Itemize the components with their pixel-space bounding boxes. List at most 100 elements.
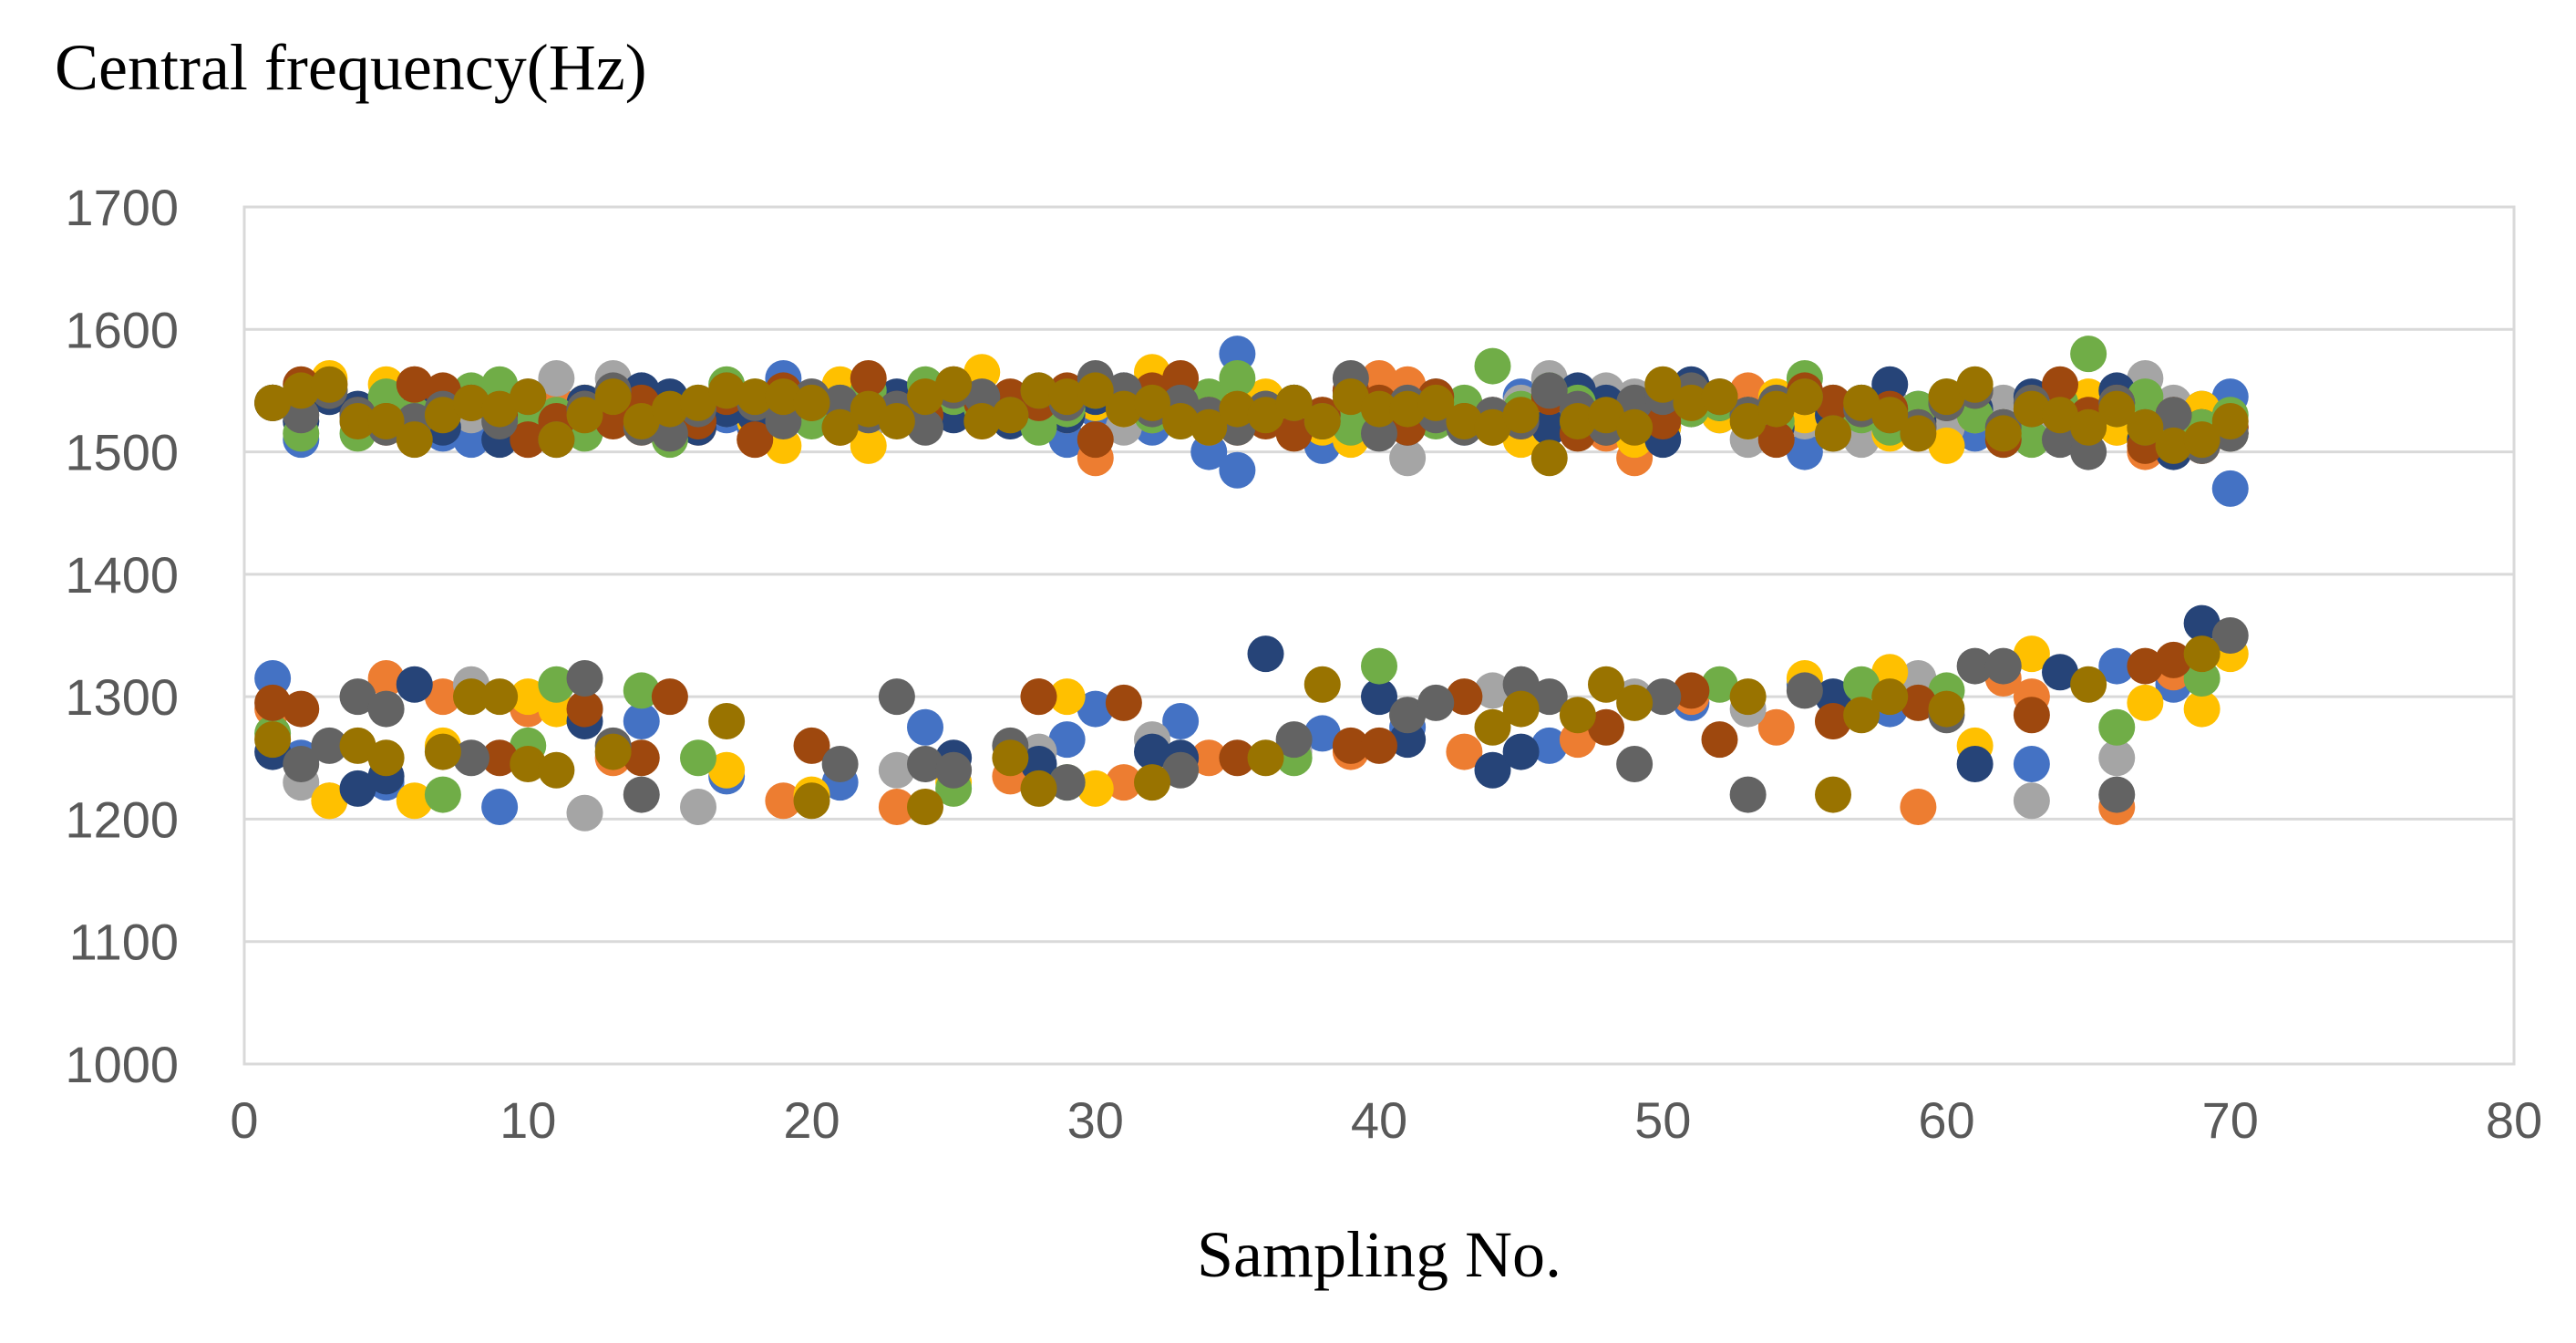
data-point (2211, 403, 2249, 439)
data-point (254, 721, 292, 759)
data-point (1786, 378, 1823, 416)
data-point (2013, 390, 2050, 428)
data-point (651, 678, 688, 716)
data-point (1729, 678, 1767, 716)
data-point (1105, 684, 1142, 721)
data-point (396, 666, 433, 703)
data-point (1530, 727, 1568, 764)
data-point (424, 678, 461, 716)
data-point (1928, 378, 1965, 416)
data-point (1502, 397, 1540, 434)
x-tick-label: 80 (2486, 1091, 2542, 1149)
data-point (1332, 727, 1369, 764)
data-point (1389, 697, 1427, 734)
data-point (1303, 666, 1341, 703)
data-point (1616, 684, 1654, 721)
data-point (821, 408, 859, 446)
data-point (2183, 635, 2221, 673)
data-point (1843, 697, 1880, 734)
data-point (1275, 415, 1313, 452)
data-point (1956, 647, 1994, 685)
data-point (510, 746, 547, 782)
y-tick-label: 1300 (65, 668, 179, 726)
data-point (311, 782, 348, 820)
data-point (1616, 746, 1654, 782)
data-point (1247, 739, 1284, 777)
data-point (1474, 408, 1511, 446)
chart-title: Central frequency(Hz) (55, 31, 647, 104)
data-point (2211, 617, 2249, 654)
data-point (1757, 390, 1795, 428)
data-point (1815, 415, 1851, 452)
data-point (396, 782, 433, 820)
data-point (594, 378, 632, 416)
data-point (367, 690, 405, 728)
data-point (1077, 421, 1114, 459)
x-tick-label: 30 (1067, 1091, 1124, 1149)
data-point (1786, 433, 1823, 470)
x-tick-label: 20 (783, 1091, 840, 1149)
data-point (1502, 733, 1540, 770)
data-point (651, 390, 688, 428)
data-point (907, 378, 943, 416)
x-tick-label: 0 (230, 1091, 258, 1149)
data-point (878, 678, 915, 716)
data-point (935, 751, 973, 789)
data-point (1815, 776, 1851, 813)
data-point (510, 678, 547, 716)
data-point (1219, 360, 1256, 397)
data-point (878, 789, 915, 825)
data-point (1048, 764, 1086, 801)
data-point (566, 794, 603, 832)
data-point (1417, 384, 1455, 421)
data-point (254, 684, 292, 721)
data-point (2042, 397, 2078, 434)
data-point (510, 421, 547, 459)
data-point (623, 403, 660, 439)
data-point (1446, 678, 1483, 716)
data-point (2211, 470, 2249, 507)
data-point (2098, 390, 2136, 428)
data-point (708, 703, 746, 739)
data-point (481, 678, 519, 716)
data-point (1048, 378, 1086, 416)
data-point (878, 751, 915, 789)
data-point (1474, 708, 1511, 746)
data-point (850, 390, 887, 428)
data-point (793, 384, 830, 421)
data-point (1956, 366, 1994, 403)
data-point (339, 403, 376, 439)
data-point (2127, 647, 2164, 685)
data-point (1219, 451, 1256, 489)
data-point (1843, 666, 1880, 703)
data-point (1502, 690, 1540, 728)
data-point (1105, 390, 1142, 428)
data-point (1644, 678, 1682, 716)
data-point (538, 421, 575, 459)
data-point (1219, 739, 1256, 777)
data-point (907, 746, 943, 782)
data-point (1815, 384, 1851, 421)
data-point (1134, 384, 1170, 421)
data-point (339, 727, 376, 764)
data-point (283, 746, 320, 782)
data-point (680, 739, 716, 777)
data-point (1900, 684, 1937, 721)
data-point (2098, 776, 2136, 813)
x-tick-label: 70 (2202, 1091, 2259, 1149)
data-point (2183, 604, 2221, 642)
x-tick-label: 60 (1918, 1091, 1974, 1149)
data-point (765, 378, 802, 416)
y-tick-label: 1500 (65, 424, 179, 481)
data-point (396, 421, 433, 459)
data-point (566, 397, 603, 434)
data-point (2013, 697, 2050, 734)
data-point (2155, 427, 2192, 464)
data-point (1332, 378, 1369, 416)
y-tick-label: 1700 (65, 179, 179, 236)
data-point (2070, 408, 2107, 446)
data-point (2127, 408, 2164, 446)
data-point (311, 366, 348, 403)
data-point (2013, 635, 2050, 673)
data-point (453, 678, 489, 716)
